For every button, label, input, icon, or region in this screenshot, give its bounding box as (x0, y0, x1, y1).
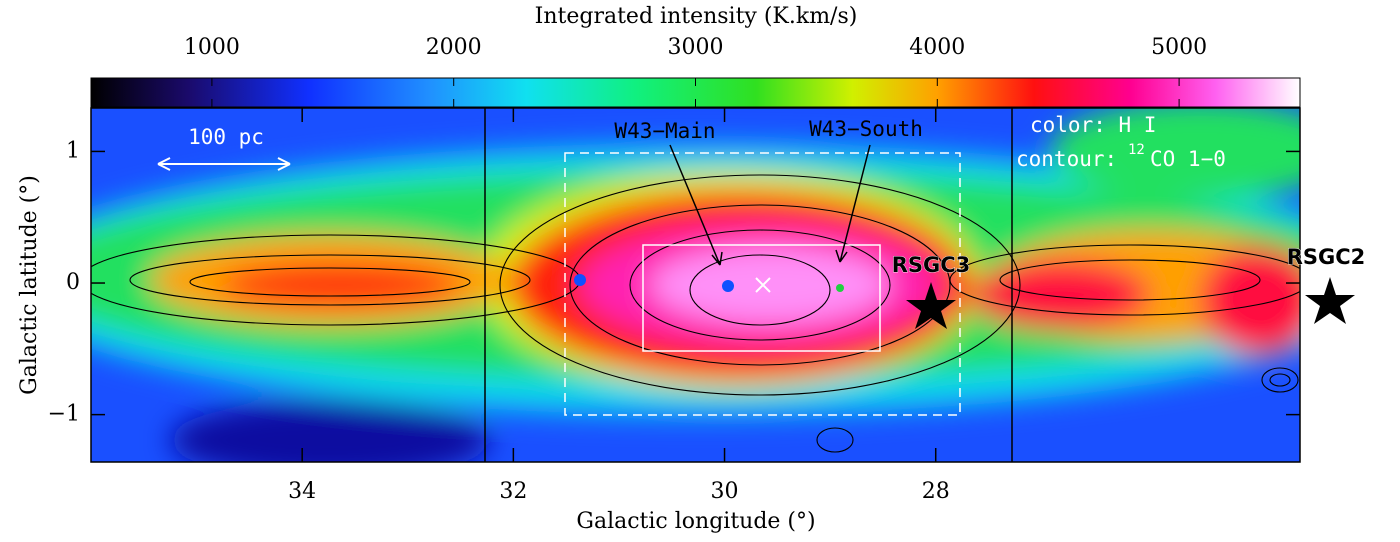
x-axis-label: Galactic longitude (°) (576, 509, 815, 534)
chart: Integrated intensity (K.km/s) (0, 0, 1400, 542)
star-marker (1305, 277, 1355, 324)
legend-text: 12 (1128, 142, 1145, 158)
x-tick-label: 28 (922, 479, 950, 504)
colorbar-tick-label: 1000 (184, 35, 240, 60)
annotation: W43−South (809, 117, 923, 141)
annotation: RSGC2 (1287, 245, 1366, 269)
y-tick-label: −1 (48, 402, 80, 427)
legend-text: contour: (1016, 147, 1117, 171)
y-axis-label: Galactic latitude (°) (17, 175, 42, 395)
legend-text: CO 1−0 (1150, 147, 1226, 171)
scale-label: 100 pc (188, 125, 264, 149)
colorbar-tick-label: 5000 (1151, 35, 1207, 60)
colorbar-tick-label: 2000 (426, 35, 482, 60)
y-tick-label: 1 (66, 138, 80, 163)
colorbar-label: Integrated intensity (K.km/s) (535, 4, 858, 29)
legend-text: color: H I (1030, 113, 1156, 137)
y-tick-label: 0 (66, 270, 80, 295)
colorbar-tick-label: 3000 (668, 35, 724, 60)
x-tick-label: 34 (288, 479, 316, 504)
annotation: W43−Main (614, 119, 715, 143)
x-tick-label: 32 (499, 479, 527, 504)
colorbar-tick-label: 4000 (909, 35, 965, 60)
annotation: RSGC3 (892, 253, 971, 277)
x-tick-label: 30 (711, 479, 739, 504)
